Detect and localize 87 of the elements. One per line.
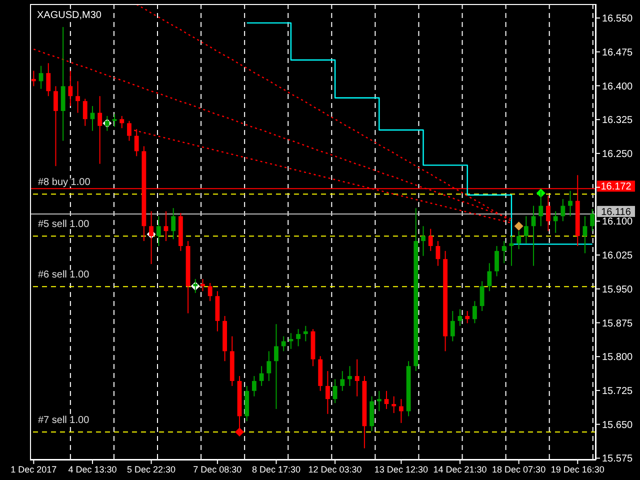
y-tick-label: 15.950 xyxy=(602,284,634,296)
candlestick xyxy=(98,96,102,164)
x-tick-label: 13 Dec 12:30 xyxy=(374,464,428,474)
text: XAGUSD,M30 xyxy=(36,10,102,22)
candlestick xyxy=(259,366,264,386)
candlestick xyxy=(428,228,433,252)
candlestick xyxy=(516,230,522,250)
candlestick xyxy=(325,370,330,414)
candlestick xyxy=(38,65,44,90)
candlestick xyxy=(546,195,550,232)
candlestick xyxy=(156,216,161,246)
candlestick xyxy=(127,120,132,142)
candlestick xyxy=(436,240,440,266)
candlestick xyxy=(538,190,544,227)
candlestick xyxy=(392,396,396,414)
candlestick xyxy=(332,378,338,404)
candlestick xyxy=(480,280,484,312)
candlestick xyxy=(104,115,110,132)
candlestick xyxy=(531,205,536,266)
y-tick-label: 16.100 xyxy=(602,216,634,228)
y-tick-label: 16.400 xyxy=(602,81,634,92)
ref-line-label: #5 sell 1.00 xyxy=(38,219,90,230)
x-tick-label: 8 Dec 17:30 xyxy=(252,464,301,474)
candlestick xyxy=(120,115,124,129)
candlestick xyxy=(524,216,528,244)
y-tick-label: 15.650 xyxy=(602,420,634,431)
candlestick xyxy=(149,210,154,265)
y-tick-label: 15.575 xyxy=(602,454,634,465)
candlestick xyxy=(354,358,360,397)
candlestick xyxy=(465,310,470,324)
candlestick xyxy=(472,300,477,324)
candlestick xyxy=(164,210,168,242)
point xyxy=(514,222,524,231)
candlestick xyxy=(31,70,36,87)
candlestick xyxy=(582,216,588,254)
y-tick-label: 16.550 xyxy=(602,14,634,25)
candlestick xyxy=(171,208,176,240)
x-tick-label: 5 Dec 22:30 xyxy=(127,464,176,474)
candlestick xyxy=(193,278,198,294)
x-tick-label: 4 Dec 13:30 xyxy=(68,464,117,474)
y-tick-label: 15.800 xyxy=(602,352,634,364)
candlestick xyxy=(200,278,205,292)
candlestick xyxy=(208,282,212,302)
ref-line-label: 16.172 xyxy=(600,182,632,193)
y-tick-label: 15.875 xyxy=(602,318,634,330)
candlestick xyxy=(458,308,462,326)
x-tick-label: 19 Dec 16:30 xyxy=(550,464,604,474)
y-tick-label: 16.325 xyxy=(602,115,634,126)
candlestick xyxy=(553,210,558,234)
candlestick xyxy=(296,328,301,347)
x-tick-label: 12 Dec 03:30 xyxy=(308,464,362,474)
candlestick xyxy=(494,245,499,277)
candlestick xyxy=(384,390,389,410)
x-tick-label: 18 Dec 07:30 xyxy=(492,464,546,474)
candlestick xyxy=(112,114,117,128)
ref-line-label: 16.116 xyxy=(601,206,632,218)
candlestick xyxy=(68,70,73,107)
candlestick xyxy=(502,240,506,264)
candlestick xyxy=(560,198,566,222)
candlestick xyxy=(82,98,88,126)
candlestick xyxy=(376,390,382,412)
y-tick-label: 16.475 xyxy=(602,47,634,58)
ref-line-label: #8 buy 1.00 xyxy=(38,177,91,188)
candlestick xyxy=(274,324,278,410)
candlestick xyxy=(348,366,352,386)
x-tick-label: 14 Dec 21:30 xyxy=(433,464,487,474)
candlestick xyxy=(399,398,404,424)
candlestick xyxy=(76,80,80,114)
candlestick xyxy=(421,226,426,256)
candlestick xyxy=(288,332,294,350)
candlestick xyxy=(281,336,286,352)
candlestick xyxy=(303,325,308,342)
candlestick xyxy=(450,310,455,342)
candlestick xyxy=(54,86,58,167)
ref-line-label: #6 sell 1.00 xyxy=(38,270,90,281)
x-tick-label: 7 Dec 08:30 xyxy=(193,464,242,474)
candlestick xyxy=(590,208,595,232)
candlestick xyxy=(487,262,492,292)
y-tick-label: 16.250 xyxy=(602,148,634,160)
candlestick xyxy=(266,350,272,382)
y-tick-label: 15.725 xyxy=(602,386,634,398)
candlestick xyxy=(340,370,345,392)
candlestick xyxy=(252,376,256,397)
candlestick xyxy=(46,62,51,97)
candlestick xyxy=(568,190,572,217)
x-tick-label: 1 Dec 2017 xyxy=(10,464,57,474)
y-tick-label: 16.025 xyxy=(602,250,634,262)
